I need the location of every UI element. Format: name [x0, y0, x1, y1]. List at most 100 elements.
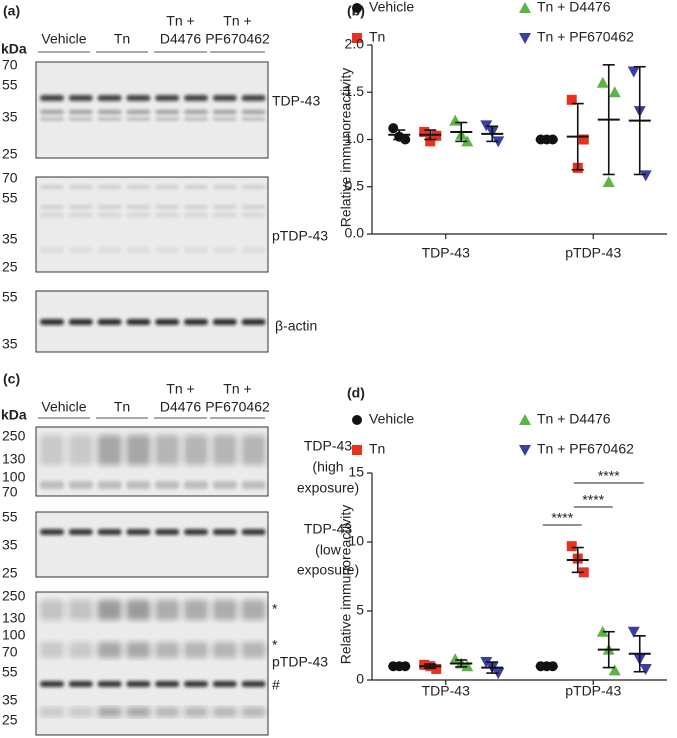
band — [212, 205, 237, 209]
mw-marker: 250 — [2, 428, 26, 444]
band — [126, 110, 151, 114]
lane-label: Tn + — [166, 13, 194, 29]
band — [155, 707, 180, 717]
data-point — [449, 653, 462, 665]
band — [241, 247, 266, 253]
data-point — [566, 541, 577, 552]
data-point — [578, 134, 589, 145]
data-point — [627, 66, 640, 78]
band — [126, 681, 151, 687]
panel-label: (c) — [3, 371, 20, 387]
mw-marker: 130 — [2, 451, 26, 467]
lane-label: Vehicle — [41, 399, 86, 415]
band — [126, 319, 151, 325]
band — [40, 681, 64, 687]
band — [40, 707, 64, 717]
band — [184, 185, 208, 189]
legend-marker — [352, 415, 362, 425]
blot-image — [35, 511, 269, 578]
band — [68, 117, 93, 121]
lane-label: D4476 — [160, 399, 201, 415]
x-tick-label: TDP-43 — [422, 683, 470, 699]
mw-marker: 70 — [2, 484, 18, 500]
band — [97, 435, 122, 465]
band — [155, 95, 180, 101]
band — [126, 642, 151, 658]
band — [241, 481, 266, 489]
band-label: # — [272, 677, 280, 693]
legend-label: Tn + D4476 — [537, 0, 611, 15]
band — [97, 600, 122, 620]
band — [241, 435, 266, 465]
blot-image — [35, 591, 269, 736]
band — [212, 319, 237, 325]
mw-marker: 55 — [2, 664, 18, 680]
legend-marker — [352, 445, 362, 455]
legend-marker — [519, 2, 531, 13]
band — [97, 95, 122, 101]
mw-marker: 100 — [2, 469, 26, 485]
band — [40, 600, 64, 620]
band — [97, 110, 122, 114]
data-point — [608, 86, 621, 98]
band — [241, 529, 266, 535]
band — [155, 213, 180, 217]
x-tick-label: pTDP-43 — [565, 683, 621, 699]
band — [212, 95, 237, 101]
band — [68, 213, 93, 217]
band — [68, 435, 93, 465]
data-point — [566, 94, 577, 105]
band — [97, 117, 122, 121]
data-point — [461, 660, 474, 672]
band — [212, 600, 237, 620]
band — [212, 642, 237, 658]
band — [126, 435, 151, 465]
band — [155, 117, 180, 121]
legend-label: Vehicle — [369, 411, 414, 427]
band — [241, 213, 266, 217]
lane-label: PF670462 — [205, 31, 270, 47]
blot-image — [35, 290, 269, 353]
unit-label: kDa — [1, 41, 27, 57]
mw-marker: 70 — [2, 57, 18, 73]
lane-label: Tn — [114, 31, 130, 47]
band — [184, 529, 208, 535]
x-tick-label: TDP-43 — [422, 245, 470, 261]
band — [212, 110, 237, 114]
legend-label: Tn — [369, 29, 385, 45]
legend-marker — [519, 414, 531, 425]
data-point — [596, 76, 609, 88]
band — [184, 319, 208, 325]
band — [40, 185, 64, 189]
data-point — [388, 123, 399, 134]
band — [155, 642, 180, 658]
y-tick-label: 15 — [348, 464, 364, 480]
band-label: pTDP-43 — [272, 228, 328, 244]
membrane — [35, 176, 269, 273]
band — [40, 95, 64, 101]
band — [126, 213, 151, 217]
legend-marker — [519, 445, 531, 456]
band — [68, 600, 93, 620]
band — [68, 481, 93, 489]
mw-marker: 100 — [2, 627, 26, 643]
y-tick-label: 0.5 — [345, 177, 365, 193]
legend-label: Tn + PF670462 — [537, 441, 634, 457]
band — [212, 481, 237, 489]
band — [68, 319, 93, 325]
mw-marker: 130 — [2, 610, 26, 626]
band — [184, 435, 208, 465]
band — [212, 117, 237, 121]
mw-marker: 25 — [2, 712, 18, 728]
mw-marker: 55 — [2, 77, 18, 93]
band — [68, 707, 93, 717]
band-label: * — [272, 601, 278, 617]
lane-label: Tn + — [166, 381, 194, 397]
band-label: TDP-43 — [304, 438, 352, 454]
data-point — [639, 663, 652, 675]
panel-label: (d) — [347, 385, 365, 401]
band — [68, 110, 93, 114]
lane-label: PF670462 — [205, 399, 270, 415]
band — [184, 95, 208, 101]
